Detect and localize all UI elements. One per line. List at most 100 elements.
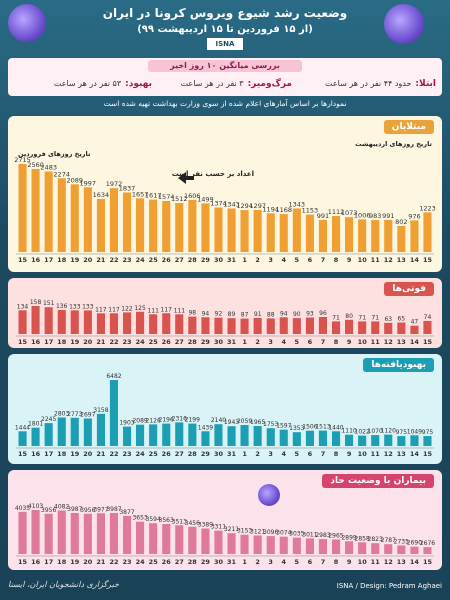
bar (57, 309, 66, 334)
data-label: 1112 (328, 208, 345, 216)
bar (96, 413, 105, 446)
data-label: 2089 (67, 176, 84, 184)
critical-panel: بیماران با وضعیت حاد 4035 15 4103 16 3956 17 4… (8, 470, 442, 570)
bar (44, 423, 53, 446)
agency-name: خبرگزاری دانشجویان ایران، ایسنا (8, 580, 119, 589)
bar (31, 306, 40, 334)
tick-label: 15 (423, 558, 433, 566)
data-label: 1574 (158, 193, 175, 201)
bar (371, 543, 380, 554)
data-label: 1634 (93, 191, 110, 199)
infected-stat: ابتلا:حدود ۴۴ نفر در هر ساعت (296, 76, 436, 92)
bar (31, 169, 40, 252)
tick-label: 15 (423, 450, 433, 458)
data-label: 117 (95, 306, 107, 313)
data-label: 136 (56, 303, 68, 310)
tick-label: 7 (321, 558, 326, 566)
bar (188, 423, 197, 446)
bar (397, 226, 406, 252)
data-label: 2199 (185, 417, 200, 424)
tick-label: 29 (201, 338, 211, 346)
data-label: 1049 (407, 428, 422, 435)
data-label: 1353 (289, 425, 304, 432)
tick-label: 10 (358, 558, 368, 566)
bar (214, 530, 223, 554)
tick-label: 21 (96, 558, 106, 566)
bar (305, 214, 314, 252)
bar (149, 314, 158, 334)
tick-label: 11 (371, 450, 381, 458)
data-label: 1943 (224, 419, 239, 426)
data-label: 2735 (394, 539, 409, 546)
death-label: مرگ‌ومیر: (247, 79, 292, 89)
bar (279, 214, 288, 252)
data-label: 1439 (198, 424, 213, 431)
bar (136, 311, 145, 334)
tick-label: 20 (83, 558, 93, 566)
bar (332, 216, 341, 252)
data-label: 1294 (236, 202, 253, 210)
deaths-title: فوتی‌ها (384, 282, 434, 296)
bar (175, 314, 184, 334)
bar (227, 318, 236, 334)
data-label: 1997 (80, 179, 97, 187)
data-label: 2690 (407, 540, 422, 547)
data-label: 3563 (159, 517, 174, 524)
bar (44, 171, 53, 252)
bar (31, 510, 40, 554)
data-label: 3074 (276, 530, 291, 537)
data-label: 94 (280, 310, 288, 317)
annotation-ordibehesht: تاریخ روزهای اردیبهشت (355, 140, 432, 148)
data-label: 1006 (354, 211, 371, 219)
data-label: 74 (424, 314, 432, 321)
tick-label: 8 (334, 450, 339, 458)
infected-title: مبتلایان (383, 120, 434, 134)
bar (149, 199, 158, 252)
data-label: 1223 (419, 204, 436, 212)
tick-label: 18 (57, 558, 67, 566)
bar (371, 321, 380, 334)
bar (57, 510, 66, 554)
tick-label: 27 (175, 450, 184, 458)
bar (18, 310, 27, 334)
data-label: 6482 (106, 373, 121, 380)
data-label: 94 (202, 310, 210, 317)
tick-label: 26 (162, 338, 172, 346)
tick-label: 12 (384, 558, 393, 566)
data-label: 92 (215, 311, 223, 318)
bar (345, 434, 354, 446)
bar (292, 432, 301, 446)
data-label: 4103 (28, 503, 43, 510)
data-label: 1343 (289, 201, 306, 209)
bar (70, 513, 79, 554)
tick-label: 14 (410, 256, 420, 264)
data-label: 80 (345, 313, 353, 320)
data-label: 1343 (223, 201, 240, 209)
infected-value: حدود ۴۴ نفر در هر ساعت (325, 79, 412, 88)
data-label: 2858 (355, 535, 370, 542)
bar (214, 424, 223, 446)
tick-label: 23 (122, 256, 131, 264)
tick-label: 19 (70, 450, 80, 458)
tick-label: 31 (227, 256, 237, 264)
tick-label: 16 (31, 338, 41, 346)
bar (162, 423, 171, 446)
bar (410, 325, 419, 334)
data-label: 1374 (210, 200, 227, 208)
bar (384, 219, 393, 252)
data-label: 1965 (250, 419, 265, 426)
tick-label: 31 (227, 450, 237, 458)
tick-label: 28 (188, 256, 198, 264)
bar (201, 203, 210, 252)
data-label: 71 (332, 314, 340, 321)
tick-label: 23 (122, 558, 131, 566)
tick-label: 18 (57, 450, 67, 458)
bar (136, 521, 145, 554)
tick-label: 13 (397, 450, 406, 458)
bar (318, 430, 327, 446)
tick-label: 6 (308, 450, 313, 458)
bar (123, 515, 132, 554)
bar (96, 513, 105, 554)
bar (345, 541, 354, 554)
bar (318, 219, 327, 252)
